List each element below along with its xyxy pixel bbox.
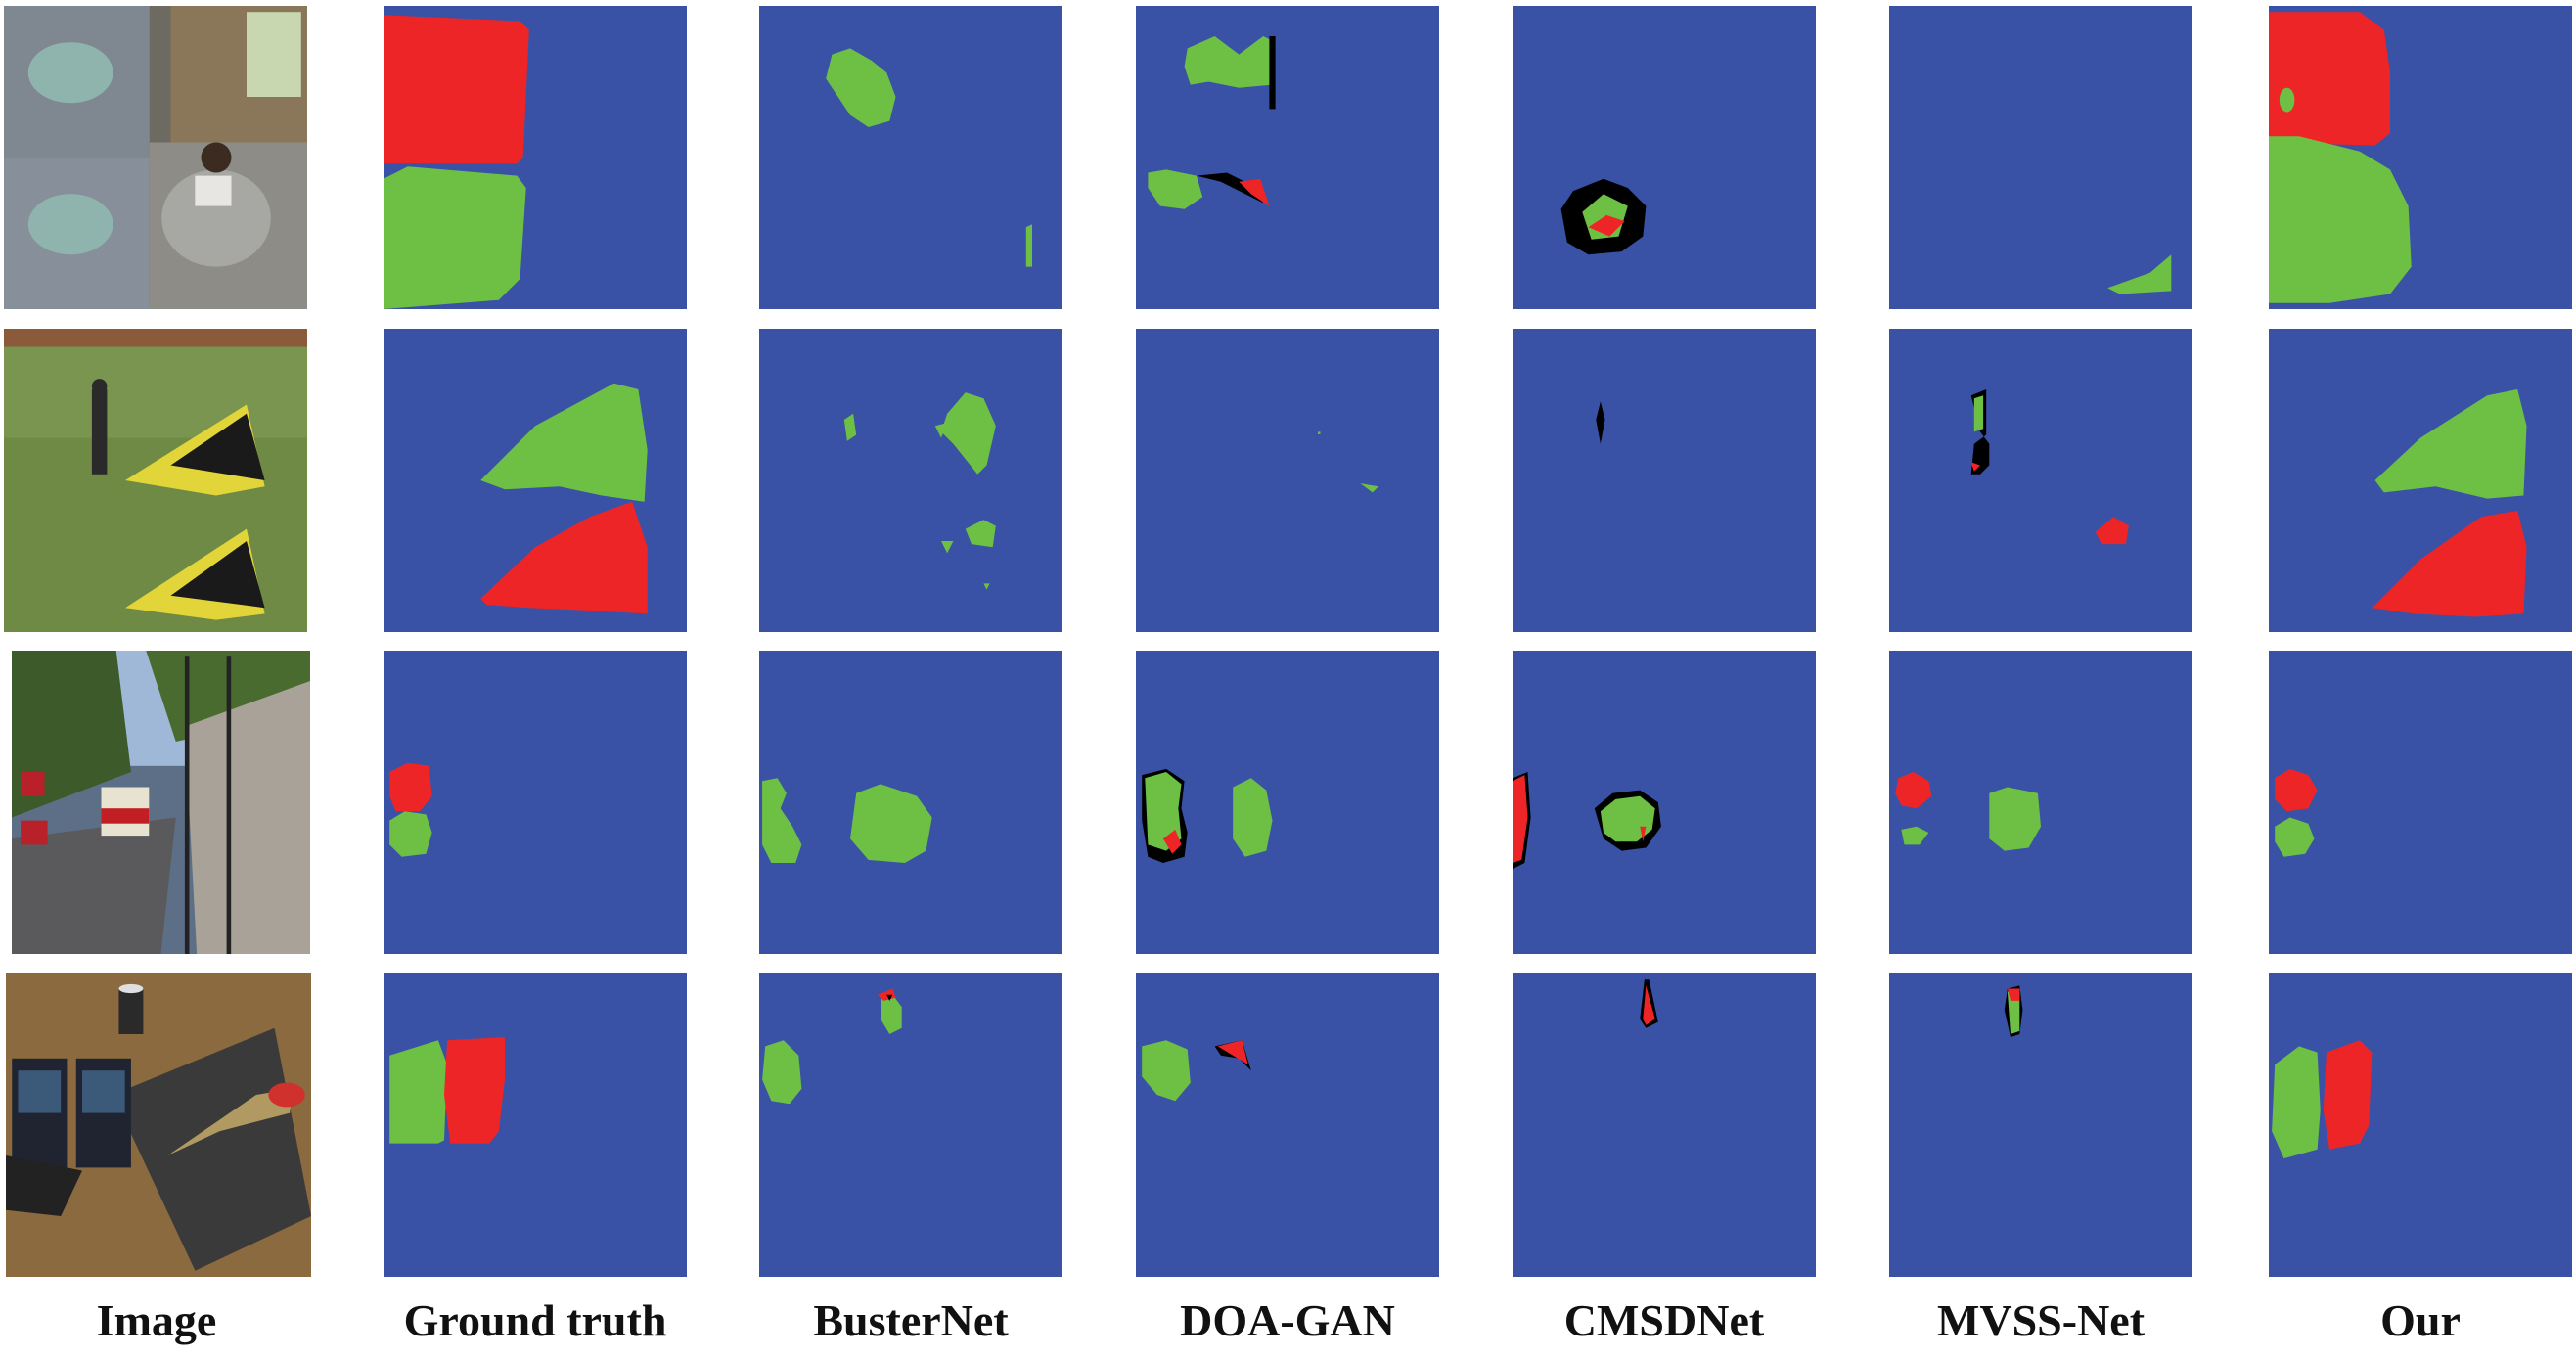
mask-ground-truth-1	[384, 6, 687, 309]
mask-ground-truth-2	[384, 329, 687, 632]
column-label-image: Image	[96, 1295, 217, 1345]
input-image-desk	[6, 973, 311, 1277]
column-label-cmsdnet: CMSDNet	[1563, 1295, 1765, 1345]
mask-ground-truth-3	[384, 651, 687, 954]
mask-cmsdnet-2	[1513, 329, 1816, 632]
mask-busternet-2	[759, 329, 1062, 632]
mask-busternet-4	[759, 973, 1062, 1277]
input-image-street	[12, 651, 310, 954]
mask-mvss-net-3	[1889, 651, 2192, 954]
mask-cmsdnet-4	[1513, 973, 1816, 1277]
column-label-ground-truth: Ground truth	[403, 1295, 667, 1345]
mask-mvss-net-4	[1889, 973, 2192, 1277]
mask-doa-gan-4	[1136, 973, 1439, 1277]
mask-mvss-net-2	[1889, 329, 2192, 632]
mask-busternet-3	[759, 651, 1062, 954]
mask-ours-2	[2269, 329, 2572, 632]
input-image-kite	[4, 329, 307, 632]
input-image-sofa	[4, 6, 307, 309]
mask-busternet-1	[759, 6, 1062, 309]
column-label-ours: Our	[2380, 1295, 2461, 1345]
mask-doa-gan-3	[1136, 651, 1439, 954]
mask-cmsdnet-1	[1513, 6, 1816, 309]
mask-ground-truth-4	[384, 973, 687, 1277]
mask-doa-gan-2	[1136, 329, 1439, 632]
column-label-mvss-net: MVSS-Net	[1936, 1295, 2146, 1345]
mask-ours-3	[2269, 651, 2572, 954]
mask-mvss-net-1	[1889, 6, 2192, 309]
column-label-busternet: BusterNet	[813, 1295, 1009, 1345]
mask-doa-gan-1	[1136, 6, 1439, 309]
mask-ours-1	[2269, 6, 2572, 309]
mask-ours-4	[2269, 973, 2572, 1277]
column-label-doa-gan: DOA-GAN	[1180, 1295, 1395, 1345]
mask-cmsdnet-3	[1513, 651, 1816, 954]
